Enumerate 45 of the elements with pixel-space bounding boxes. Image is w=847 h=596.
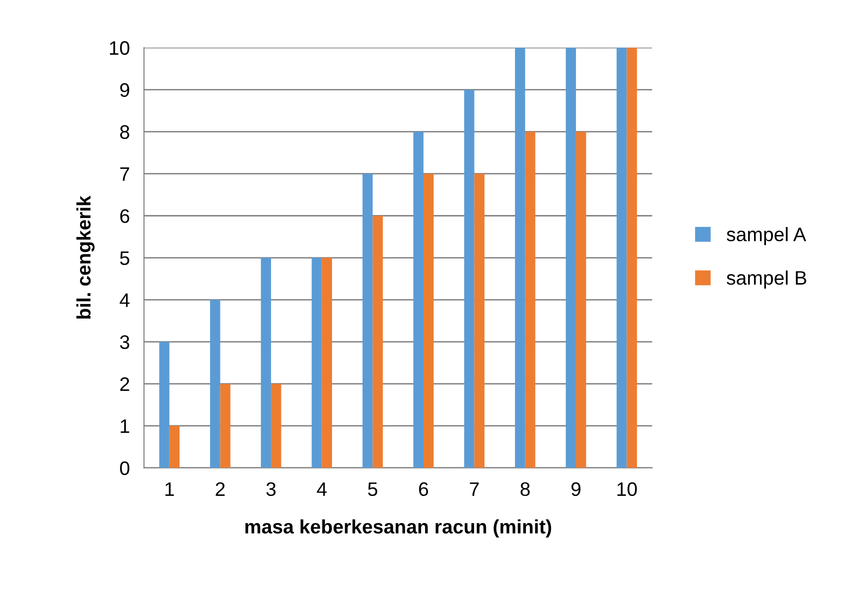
bar xyxy=(413,132,424,468)
x-tick-label: 7 xyxy=(470,482,479,496)
bar xyxy=(525,132,536,468)
x-tick-label: 8 xyxy=(520,482,530,496)
y-tick-label: 1 xyxy=(120,420,130,433)
x-tick-label: 2 xyxy=(216,482,225,496)
bar xyxy=(514,48,526,468)
bar xyxy=(464,90,474,468)
legend-label: sampel A xyxy=(726,227,806,246)
bar xyxy=(159,342,170,468)
x-tick-label: 10 xyxy=(617,482,637,496)
bar xyxy=(616,48,627,468)
bar xyxy=(372,216,383,468)
y-tick-label: 8 xyxy=(120,125,130,139)
bar xyxy=(312,258,322,468)
bar xyxy=(210,300,220,468)
y-tick-label: 0 xyxy=(120,461,130,476)
bar xyxy=(474,174,484,468)
bar xyxy=(566,48,576,468)
legend-label: sampel B xyxy=(726,270,806,289)
y-tick-label: 4 xyxy=(120,293,130,307)
bar xyxy=(362,174,373,468)
x-axis-title: masa keberkesanan racun (minit) xyxy=(245,519,552,538)
bar xyxy=(260,258,272,468)
bar xyxy=(424,174,434,468)
x-tick-label: 9 xyxy=(571,482,580,496)
y-tick-label: 3 xyxy=(120,335,130,350)
bar xyxy=(322,258,332,468)
y-tick-label: 6 xyxy=(120,209,130,223)
x-tick-label: 5 xyxy=(368,482,378,496)
bar xyxy=(220,384,230,468)
y-tick-label: 7 xyxy=(120,167,130,181)
x-tick-label: 6 xyxy=(419,482,428,496)
y-tick-label: 10 xyxy=(110,41,130,55)
x-tick-label: 3 xyxy=(266,482,276,496)
y-tick-label: 9 xyxy=(120,83,130,97)
bar xyxy=(576,132,586,468)
bar xyxy=(271,384,282,468)
x-tick-label: 1 xyxy=(165,482,174,496)
bar xyxy=(626,48,637,468)
y-tick-label: 5 xyxy=(120,251,130,266)
y-tick-label: 2 xyxy=(120,377,130,391)
x-tick-label: 4 xyxy=(316,482,327,496)
y-axis-title: bil. cengkerik xyxy=(76,196,95,319)
bar xyxy=(169,426,180,468)
